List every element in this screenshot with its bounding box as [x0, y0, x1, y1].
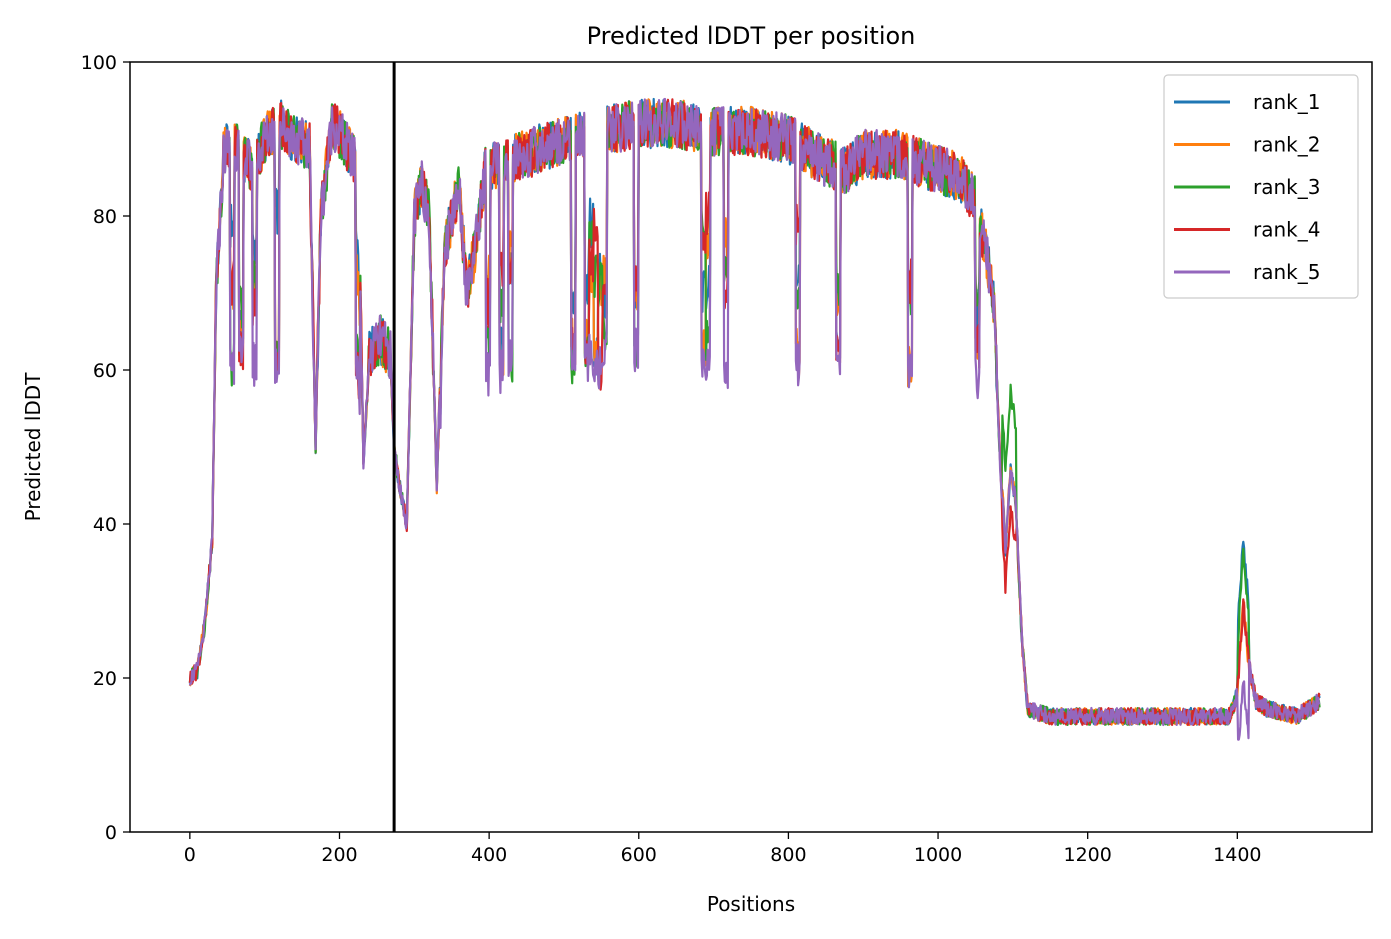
x-axis-label: Positions: [707, 892, 795, 916]
legend-label: rank_1: [1253, 90, 1320, 114]
series-group: [188, 97, 1321, 741]
x-tick-label: 600: [621, 844, 657, 866]
y-tick-label: 100: [81, 52, 117, 74]
chart-title: Predicted lDDT per position: [587, 22, 916, 50]
legend-label: rank_4: [1253, 218, 1320, 242]
series-line-rank_5: [188, 97, 1321, 741]
x-axis-ticks: 0 200 400 600 800 1000 1200 1400: [184, 832, 1262, 866]
y-tick-label: 20: [93, 668, 117, 690]
y-tick-label: 40: [93, 514, 117, 536]
legend: rank_1 rank_2 rank_3 rank_4 rank_5: [1163, 74, 1359, 299]
plot-frame: [129, 61, 1373, 833]
y-tick-label: 80: [93, 206, 117, 228]
x-tick-label: 0: [184, 844, 196, 866]
legend-label: rank_2: [1253, 133, 1320, 157]
legend-box: [1163, 74, 1359, 299]
y-axis-label: Predicted lDDT: [21, 372, 45, 522]
x-tick-label: 400: [471, 844, 507, 866]
x-tick-label: 1400: [1213, 844, 1261, 866]
y-tick-label: 60: [93, 360, 117, 382]
legend-label: rank_5: [1253, 260, 1320, 284]
y-axis-ticks: 0 20 40 60 80 100: [81, 52, 130, 844]
y-tick-label: 0: [105, 822, 117, 844]
x-tick-label: 1000: [914, 844, 962, 866]
legend-label: rank_3: [1253, 175, 1320, 199]
x-tick-label: 1200: [1064, 844, 1112, 866]
x-tick-label: 800: [770, 844, 806, 866]
x-tick-label: 200: [321, 844, 357, 866]
